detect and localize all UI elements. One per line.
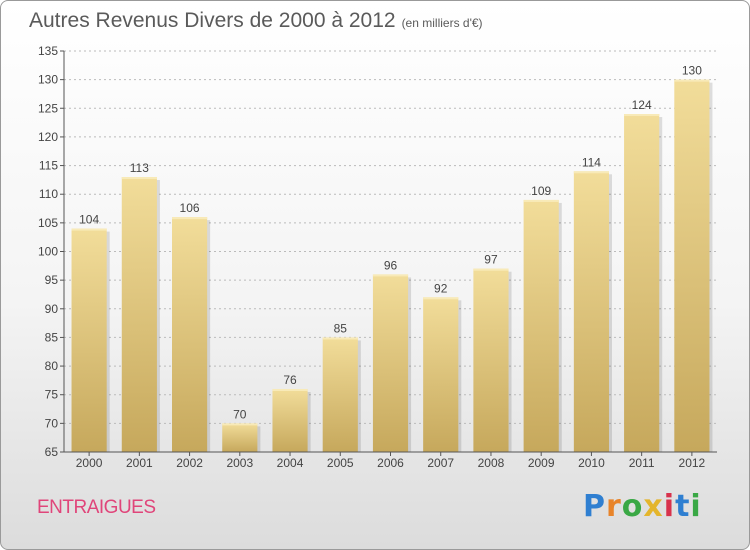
bar-highlight [423,297,459,300]
bar-highlight [523,199,559,202]
y-tick-label: 95 [45,273,59,287]
bar-2007 [423,297,459,452]
logo-letter: t [675,489,691,524]
bar-2001 [121,177,157,452]
y-tick-label: 135 [38,44,58,58]
axes: 65 70 75 80 85 90 95 100 105 110 115 120 125 130 135 10… [38,44,717,470]
x-tick-label: 2010 [578,456,605,470]
y-tick-label: 80 [45,359,59,373]
bar-highlight [171,217,208,220]
x-tick-label: 2007 [427,456,454,470]
x-tick-label: 2011 [629,456,655,470]
y-tick-label: 120 [38,130,58,144]
bar-2003 [222,423,258,452]
bar-highlight [624,114,660,117]
x-tick-label: 2005 [327,456,354,470]
y-tick-label: 75 [45,388,59,402]
bar-2011 [624,114,660,452]
data-label: 97 [484,253,498,267]
bar-2008 [473,268,509,452]
x-tick-label: 2008 [478,456,505,470]
chart-title: Autres Revenus Divers de 2000 à 2012 (en … [29,9,483,33]
x-tick-label: 2009 [528,456,555,470]
commune-name: ENTRAIGUES [37,497,156,518]
bar-highlight [222,423,258,426]
chart-unit: (en milliers d'€) [401,16,483,30]
bar-2009 [523,199,559,452]
x-tick-label: 2001 [126,456,153,470]
data-label: 70 [233,407,247,421]
data-label: 85 [334,321,348,335]
bar-2005 [322,337,358,452]
chart-title-text: Autres Revenus Divers de 2000 à 2012 [29,9,396,32]
data-label: 113 [130,161,149,175]
data-label: 76 [283,373,297,387]
y-tick-label: 110 [39,187,58,201]
bar-2002 [171,217,208,452]
bars [71,79,713,453]
data-label: 114 [582,155,601,169]
y-tick-label: 70 [45,416,59,430]
x-tick-label: 2002 [176,456,203,470]
proxiti-logo: Proxiti [583,489,702,524]
bar-highlight [372,274,409,277]
data-label: 124 [632,98,652,112]
bar-highlight [272,388,308,391]
logo-letter: r [606,489,622,524]
x-tick-label: 2003 [226,456,253,470]
logo-letter: o [621,489,644,524]
x-tick-label: 2000 [76,456,103,470]
y-tick-label: 85 [45,330,59,344]
logo-letter: P [583,489,606,524]
y-tick-label: 105 [38,216,58,230]
data-label: 104 [79,213,99,227]
y-tick-label: 100 [38,245,58,259]
bar-highlight [573,171,610,174]
data-label: 130 [682,64,702,78]
logo-letter: i [690,489,702,524]
x-tick-label: 2004 [277,456,304,470]
bar-2012 [674,79,710,453]
bar-highlight [322,337,358,340]
data-label: 109 [531,184,551,198]
bar-highlight [674,79,710,82]
bar-2006 [372,274,409,452]
data-label: 92 [434,281,448,295]
x-tick-label: 2006 [377,456,404,470]
bar-highlight [121,177,157,180]
y-tick-label: 90 [45,302,59,316]
bar-highlight [473,268,509,271]
bar-2010 [573,171,610,453]
bar-2000 [71,228,107,452]
data-label: 96 [384,258,398,272]
logo-letter: x [643,489,664,524]
y-tick-label: 125 [38,101,58,115]
bar-2004 [272,388,308,452]
y-tick-label: 115 [39,159,58,173]
logo-letter: i [663,489,676,524]
x-tick-label: 2012 [679,456,706,470]
bar-highlight [71,228,107,231]
y-tick-label: 130 [38,73,58,87]
data-label: 106 [180,201,200,215]
y-tick-label: 65 [45,445,59,459]
